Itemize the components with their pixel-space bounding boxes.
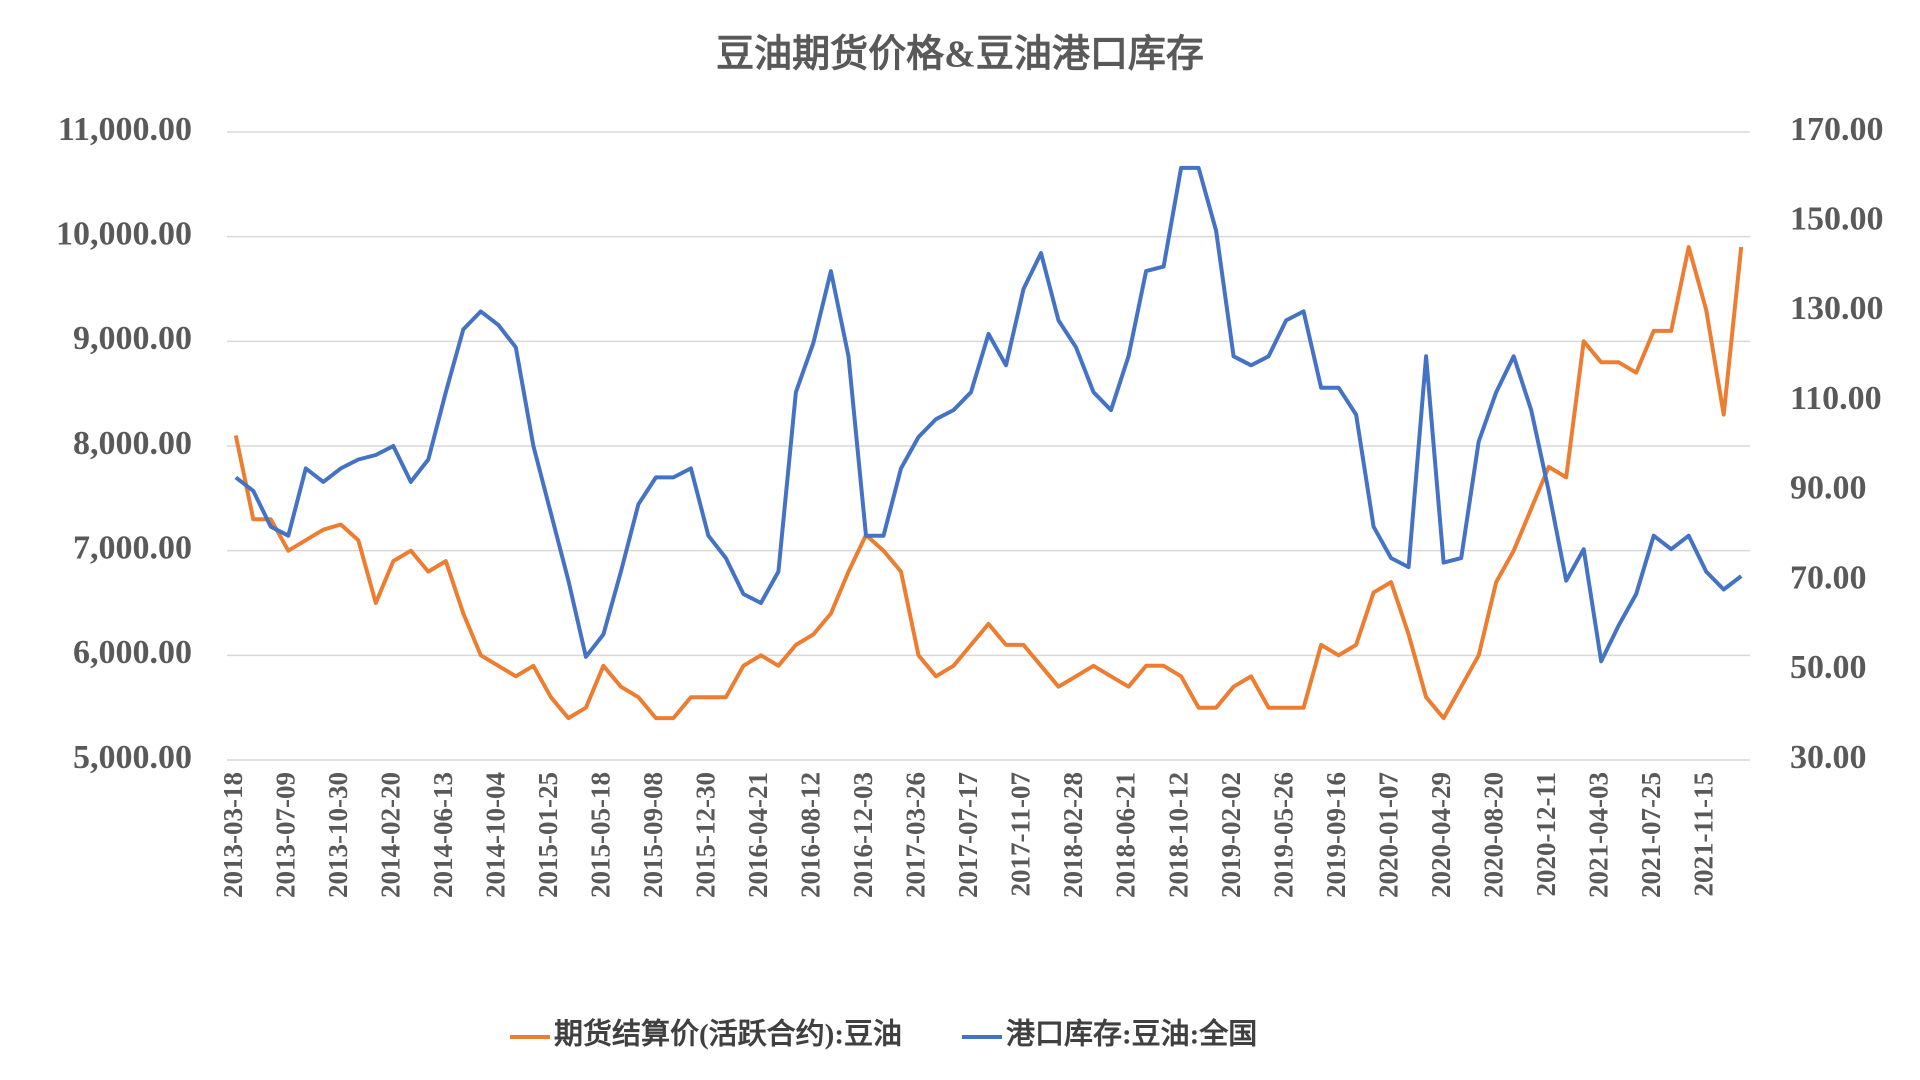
y2-tick-label: 130.00 (1790, 290, 1884, 327)
x-tick-label: 2020-01-07 (1373, 772, 1403, 898)
x-tick-label: 2020-12-11 (1531, 772, 1561, 897)
series-line (234, 165, 1743, 664)
x-tick-label: 2018-10-12 (1163, 772, 1193, 898)
x-tick-label: 2014-02-20 (376, 772, 406, 898)
x-tick-label: 2013-03-18 (218, 772, 248, 898)
x-tick-label: 2018-02-28 (1058, 772, 1088, 898)
x-tick-label: 2017-03-26 (901, 772, 931, 898)
y-tick-label: 10,000.00 (56, 215, 192, 252)
x-tick-label: 2021-04-03 (1583, 772, 1613, 898)
x-tick-label: 2014-10-04 (481, 772, 511, 898)
x-tick-label: 2019-05-26 (1268, 772, 1298, 898)
x-tick-label: 2020-08-20 (1478, 772, 1508, 898)
legend-label: 港口库存:豆油:全国 (1006, 1017, 1257, 1051)
x-tick-label: 2016-04-21 (743, 772, 773, 898)
x-tick-label: 2013-10-30 (323, 772, 353, 898)
x-tick-label: 2015-05-18 (586, 772, 616, 898)
y-tick-label: 7,000.00 (73, 529, 192, 566)
x-tick-label: 2021-07-25 (1636, 772, 1666, 898)
x-tick-label: 2019-02-02 (1216, 772, 1246, 898)
x-tick-label: 2019-09-16 (1321, 772, 1351, 898)
x-tick-label: 2020-04-29 (1426, 772, 1456, 898)
y2-tick-label: 90.00 (1790, 470, 1867, 507)
x-tick-label: 2016-08-12 (796, 772, 826, 898)
legend-label: 期货结算价(活跃合约):豆油 (554, 1017, 902, 1051)
chart-title: 豆油期货价格&豆油港口库存 (716, 34, 1204, 76)
x-tick-label: 2013-07-09 (270, 772, 300, 898)
y2-tick-label: 50.00 (1790, 649, 1867, 686)
y-tick-label: 6,000.00 (73, 634, 192, 671)
y2-tick-label: 70.00 (1790, 559, 1867, 596)
y-tick-label: 8,000.00 (73, 425, 192, 462)
y2-tick-label: 170.00 (1790, 111, 1884, 148)
x-tick-label: 2015-01-25 (533, 772, 563, 898)
y2-tick-label: 30.00 (1790, 739, 1867, 776)
x-tick-label: 2021-11-15 (1688, 772, 1718, 897)
series-line (233, 245, 1744, 721)
y-tick-label: 9,000.00 (73, 320, 192, 357)
x-tick-label: 2014-06-13 (428, 772, 458, 898)
x-tick-label: 2018-06-21 (1111, 772, 1141, 898)
x-tick-label: 2017-11-07 (1006, 772, 1036, 897)
y2-tick-label: 150.00 (1790, 201, 1884, 238)
y2-tick-label: 110.00 (1790, 380, 1882, 417)
x-tick-label: 2017-07-17 (953, 772, 983, 898)
x-tick-label: 2016-12-03 (848, 772, 878, 898)
y-tick-label: 5,000.00 (73, 739, 192, 776)
x-tick-label: 2015-12-30 (691, 772, 721, 898)
y-tick-label: 11,000.00 (58, 111, 192, 148)
x-tick-label: 2015-09-08 (638, 772, 668, 898)
